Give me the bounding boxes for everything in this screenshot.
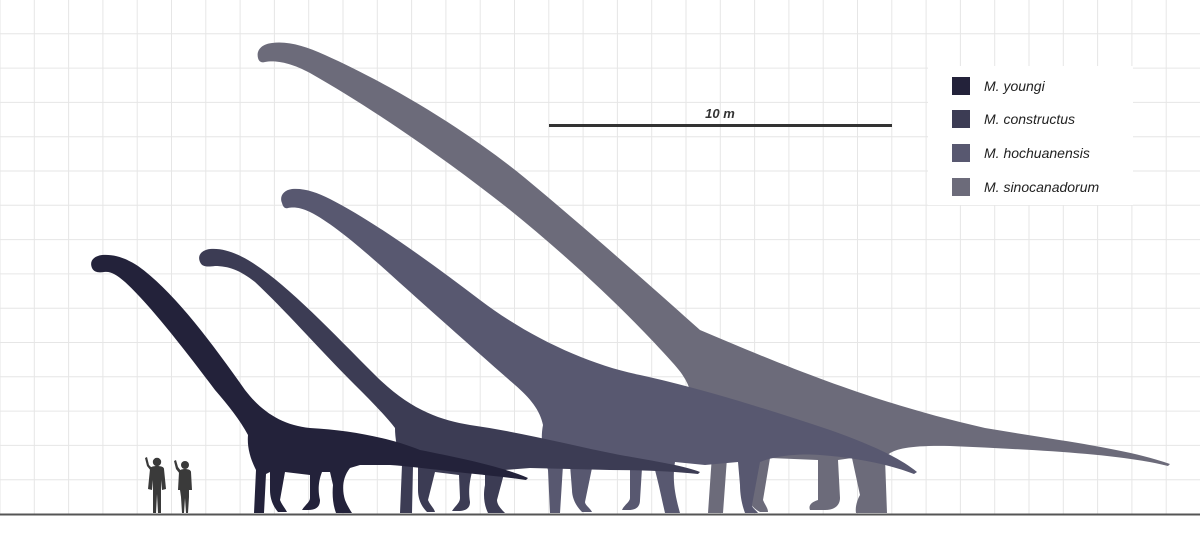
legend-swatch: [952, 178, 970, 196]
legend-item-m-constructus: M. constructus: [952, 109, 1075, 129]
human-silhouette-female: [174, 460, 192, 513]
silhouette-m-youngi-body: [91, 254, 529, 513]
legend-swatch: [952, 110, 970, 128]
silhouette-m-youngi: [91, 254, 529, 513]
silhouette-m-sinocanadorum-body: [257, 42, 1170, 513]
silhouette-m-sinocanadorum: [257, 42, 1170, 513]
legend-swatch: [952, 144, 970, 162]
silhouette-m-constructus-body: [199, 248, 700, 513]
legend-item-m-sinocanadorum: M. sinocanadorum: [952, 177, 1099, 197]
legend: M. youngi M. constructus M. hochuanensis…: [928, 66, 1133, 205]
legend-label: M. youngi: [984, 78, 1045, 94]
silhouette-m-hochuanensis: [281, 188, 917, 513]
legend-swatch: [952, 77, 970, 95]
silhouette-m-hochuanensis-body: [281, 188, 917, 513]
legend-item-m-youngi: M. youngi: [952, 76, 1045, 96]
scale-bar-label: 10 m: [705, 106, 735, 121]
silhouette-m-constructus: [199, 248, 700, 513]
legend-label: M. hochuanensis: [984, 145, 1090, 161]
human-silhouette-male: [145, 457, 166, 513]
legend-label: M. constructus: [984, 111, 1076, 127]
legend-label: M. sinocanadorum: [984, 179, 1100, 195]
legend-item-m-hochuanensis: M. hochuanensis: [952, 143, 1090, 163]
